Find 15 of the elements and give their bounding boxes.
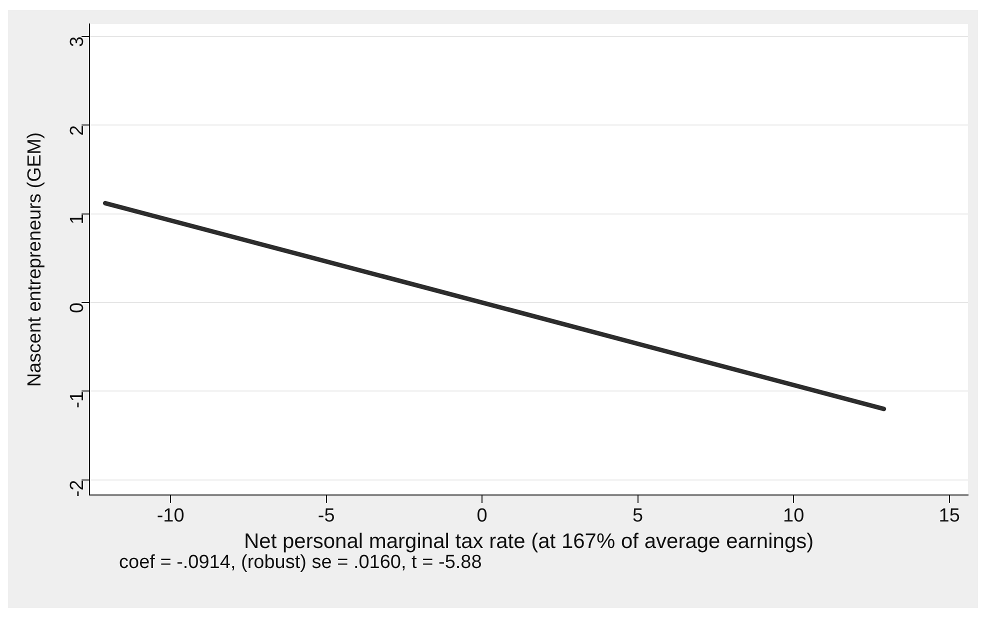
y-axis-title: Nascent entrepreneurs (GEM) <box>24 132 46 387</box>
y-tick-label: -2 <box>66 480 88 497</box>
x-tick-label: 5 <box>632 506 644 527</box>
y-tick-label: 2 <box>66 125 88 136</box>
y-tick-label: 0 <box>66 302 88 314</box>
y-tick-label: 3 <box>66 36 88 47</box>
y-tick-label: -1 <box>66 391 88 408</box>
text: coef = -.0914, (robust) se = .0160, t = -5.88 <box>119 552 482 574</box>
x-tick-label: -10 <box>156 506 184 527</box>
x-tick-label: 15 <box>938 506 960 527</box>
x-axis-title: Net personal marginal tax rate (at 167% of average earnings) <box>244 530 814 554</box>
x-tick-label: -5 <box>318 506 335 527</box>
x-tick-label: 10 <box>782 506 804 527</box>
y-tick-label: 1 <box>66 214 88 224</box>
x-tick-label: 0 <box>476 506 488 527</box>
